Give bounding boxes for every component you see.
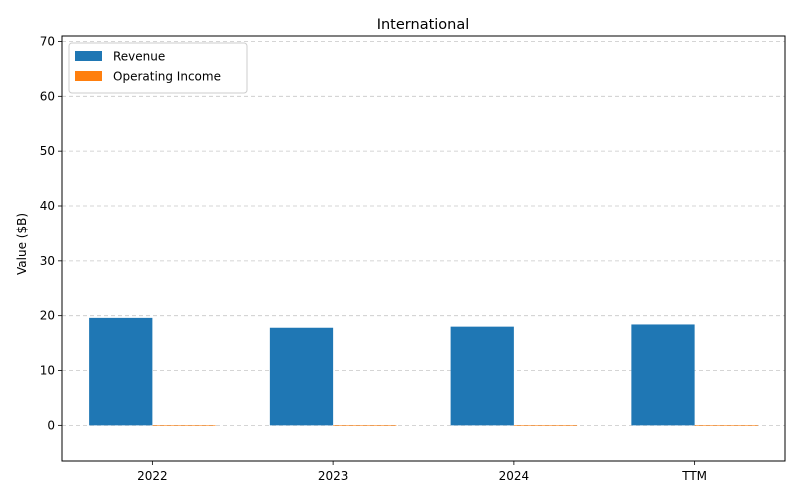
y-tick-label: 10 — [40, 364, 55, 378]
revenue-bar — [269, 327, 334, 426]
x-tick-label: 2022 — [137, 469, 168, 483]
y-tick-label: 40 — [40, 199, 55, 213]
plot-frame — [61, 35, 786, 462]
legend-label-revenue: Revenue — [113, 50, 165, 64]
revenue-bar — [450, 326, 514, 426]
legend-swatch-operating-income — [75, 71, 102, 81]
revenue-bar — [631, 324, 695, 426]
revenue-bar — [89, 317, 153, 426]
y-axis-title: Value ($B) — [15, 213, 29, 275]
operating-income-bar — [694, 425, 758, 426]
y-tick-label: 20 — [40, 309, 55, 323]
y-tick-label: 60 — [40, 89, 55, 103]
operating-income-bar — [152, 425, 216, 426]
bars — [89, 317, 758, 426]
operating-income-bar — [513, 425, 578, 426]
legend-box — [68, 42, 248, 94]
y-tick-label: 50 — [40, 144, 55, 158]
y-tick-label: 30 — [40, 254, 55, 268]
x-tick-label: 2023 — [318, 469, 349, 483]
legend-label-operating-income: Operating Income — [113, 70, 221, 84]
operating-income-bar — [333, 425, 397, 426]
y-tick-label: 0 — [47, 418, 55, 432]
axes: 0 10 20 30 40 50 60 70 2022 2023 2024 TTM — [40, 34, 786, 483]
legend-swatch-revenue — [75, 51, 102, 61]
x-tick-label: 2024 — [499, 469, 530, 483]
legend: Revenue Operating Income — [68, 42, 248, 94]
chart-title: International — [377, 17, 470, 33]
x-tick-label: TTM — [681, 469, 707, 483]
y-tick-label: 70 — [40, 34, 55, 48]
